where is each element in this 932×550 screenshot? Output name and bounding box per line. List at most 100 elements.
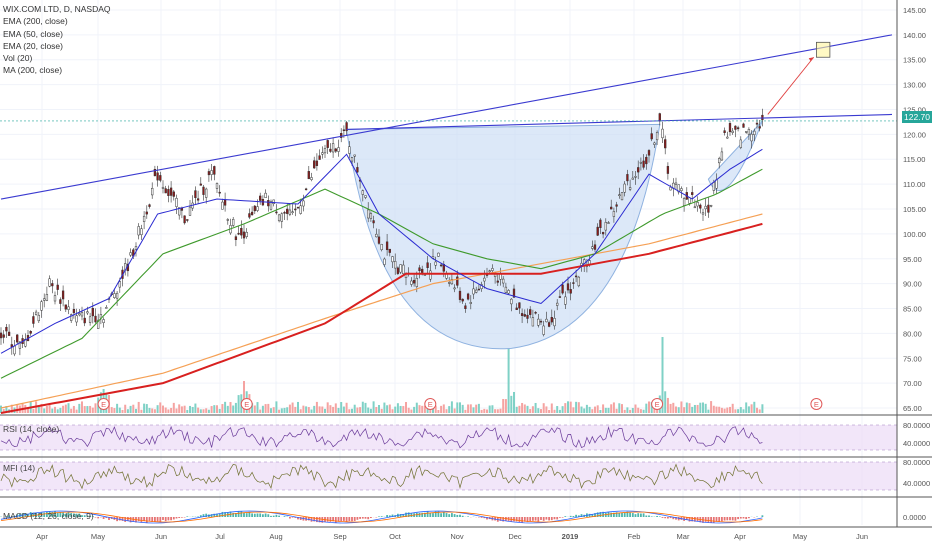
macd-histogram-bar (480, 517, 483, 518)
candle-body (750, 133, 753, 142)
candle-body (628, 187, 632, 190)
candle-body (313, 160, 316, 169)
macd-label[interactable]: MACD (12, 26, close, 9) (3, 511, 94, 521)
volume-bar (688, 403, 691, 413)
candle-body (7, 331, 11, 336)
candle-body (159, 175, 162, 181)
volume-bar (548, 409, 551, 413)
volume-bar (464, 409, 467, 413)
candle-body (342, 129, 346, 131)
rsi-label[interactable]: RSI (14, close) (3, 424, 60, 434)
candle-body (577, 276, 580, 287)
candle-body (472, 288, 475, 295)
candle-body (105, 307, 108, 309)
candle-body (642, 160, 645, 168)
candle-body (742, 123, 745, 128)
earnings-marker-label: E (101, 400, 106, 409)
volume-bar (283, 407, 286, 413)
volume-bar (5, 406, 8, 413)
volume-bar (475, 404, 478, 413)
volume-bar (145, 404, 148, 413)
macd-histogram-bar (213, 513, 216, 517)
candle-body (545, 318, 548, 323)
macd-histogram-bar (521, 517, 523, 523)
indicator-ma200[interactable]: MA (200, close) (3, 65, 63, 76)
candle-body (291, 211, 294, 213)
volume-bar (564, 403, 567, 413)
macd-histogram-bar (715, 517, 718, 522)
time-tick-label: May (793, 532, 807, 541)
macd-histogram-bar (380, 516, 383, 517)
volume-bar (324, 408, 326, 413)
indicator-ema50[interactable]: EMA (50, close) (3, 28, 63, 39)
macd-histogram-bar (534, 517, 537, 521)
candle-body (43, 298, 46, 301)
volume-bar (499, 408, 502, 413)
macd-histogram-bar (73, 513, 75, 517)
candle-body (631, 177, 634, 180)
earnings-marker (651, 398, 664, 410)
volume-bar (629, 409, 632, 413)
candle-body (34, 311, 38, 315)
macd-histogram-bar (672, 517, 675, 520)
volume-bar (753, 401, 756, 413)
volume-bar (450, 401, 453, 413)
macd-histogram-bar (48, 511, 51, 517)
macd-histogram-bar (256, 513, 259, 517)
price-tick-label: 115.00 (903, 155, 925, 164)
volume-bar (747, 406, 750, 413)
volume-bar (307, 407, 310, 413)
macd-histogram-bar (46, 511, 48, 517)
volume-bar (340, 402, 343, 413)
volume-bar (351, 408, 353, 413)
volume-bar (110, 407, 113, 413)
volume-bar (67, 403, 70, 413)
price-tick-label: 110.00 (903, 180, 925, 189)
volume-bar (151, 408, 154, 413)
volume-bar (712, 405, 715, 413)
macd-histogram-bar (556, 517, 559, 520)
oscillator-panes (0, 424, 897, 524)
volume-bar (132, 404, 135, 413)
macd-histogram-bar (418, 512, 421, 517)
volume-bar (618, 403, 621, 413)
macd-histogram-bar (294, 517, 297, 518)
volume-bar (48, 405, 51, 413)
candle-body (655, 132, 659, 141)
candle-body (288, 209, 292, 215)
volume-bar (718, 406, 721, 413)
macd-histogram-bar (402, 514, 405, 517)
candle-body (639, 161, 643, 164)
volume-bar (202, 409, 205, 413)
macd-histogram-bar (243, 512, 245, 517)
mfi-label[interactable]: MFI (14) (3, 463, 36, 473)
volume-bar (162, 405, 164, 413)
macd-histogram-bar (637, 513, 640, 517)
candle-body (64, 304, 67, 310)
indicator-ema200[interactable]: EMA (200, close) (3, 16, 68, 27)
candle-body (753, 130, 756, 135)
macd-histogram-bar (278, 515, 280, 517)
macd-histogram-bar (289, 517, 291, 519)
candle-body (556, 302, 559, 306)
price-tick-label: 65.00 (903, 404, 922, 413)
target-arrow (767, 56, 815, 115)
candle-body (596, 226, 599, 236)
candle-body (569, 289, 572, 294)
macd-histogram-bar (591, 514, 594, 517)
macd-histogram-bar (467, 516, 469, 517)
volume-bar (232, 405, 235, 413)
ema50-line (0, 168, 763, 379)
candle-body (302, 200, 305, 207)
macd-histogram-bar (310, 517, 313, 522)
candle-body (377, 236, 381, 244)
volume-bar (334, 403, 337, 413)
candle-body (607, 222, 610, 224)
macd-histogram-bar (145, 517, 148, 523)
indicator-volume[interactable]: Vol (20) (3, 53, 33, 64)
candle-body (94, 315, 97, 323)
indicator-ema20[interactable]: EMA (20, close) (3, 40, 63, 51)
macd-histogram-bar (29, 512, 32, 517)
